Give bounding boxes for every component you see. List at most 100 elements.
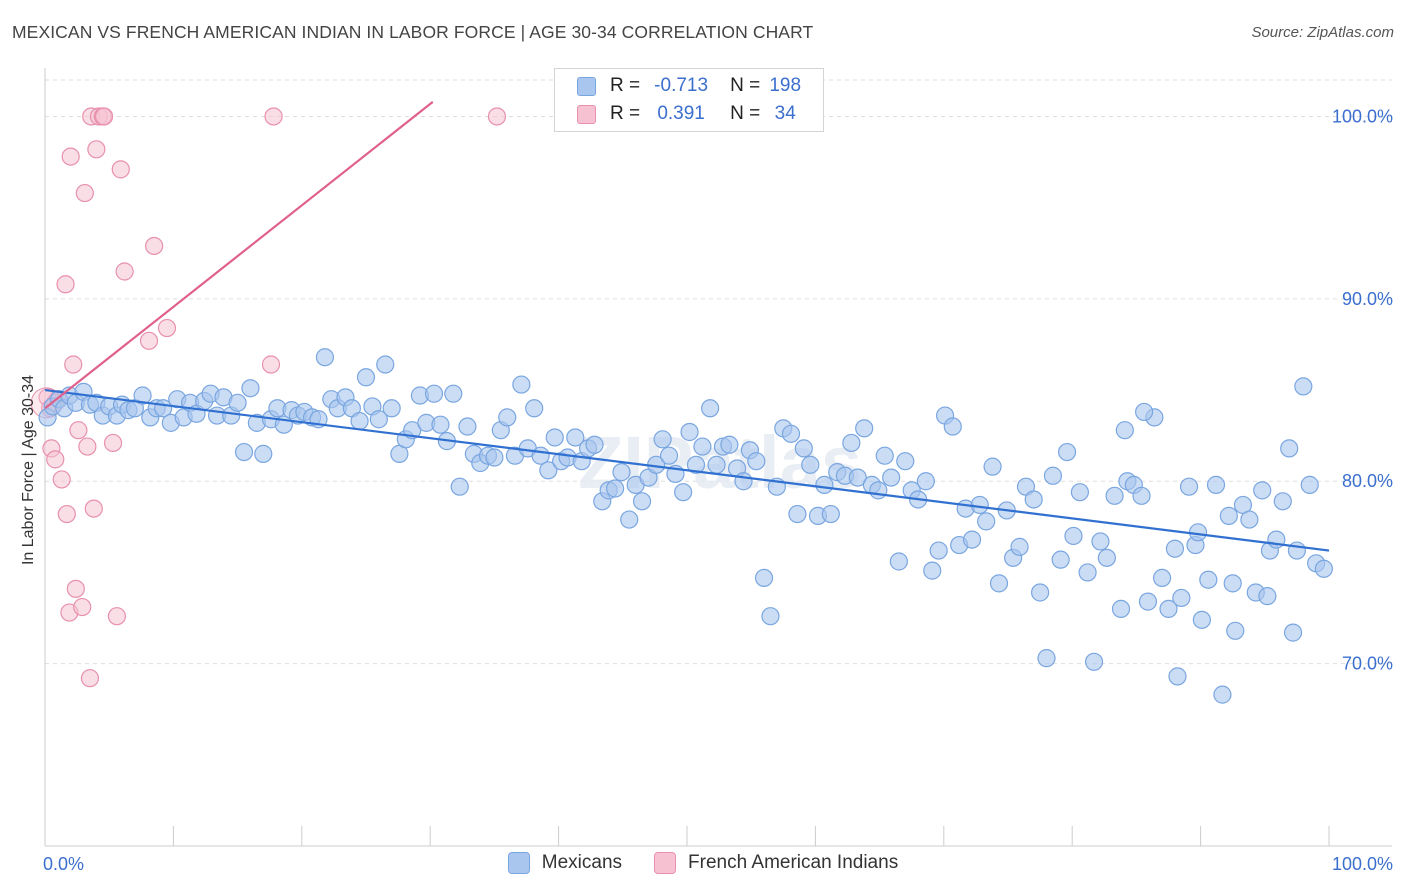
gridlines bbox=[45, 79, 1392, 665]
mexican-point bbox=[1219, 506, 1238, 525]
mexican-point bbox=[855, 419, 874, 438]
legend-n-value: 34 bbox=[774, 103, 796, 124]
mexican-point bbox=[788, 504, 807, 524]
mexican-point bbox=[450, 477, 469, 496]
mexican-point bbox=[458, 417, 477, 436]
mexican-point bbox=[943, 417, 962, 436]
french-point bbox=[75, 183, 94, 203]
x-tick-labels: 0.0% 100.0% bbox=[43, 854, 1393, 874]
mexican-point bbox=[444, 384, 463, 403]
chart-title: MEXICAN VS FRENCH AMERICAN INDIAN IN LAB… bbox=[12, 22, 814, 42]
french-point bbox=[66, 579, 85, 598]
mexican-point bbox=[1213, 685, 1232, 704]
french-point bbox=[139, 331, 159, 350]
mexican-point bbox=[431, 415, 450, 434]
mexican-point bbox=[720, 435, 739, 454]
x-tick-label: 0.0% bbox=[43, 854, 84, 874]
french-point bbox=[69, 421, 88, 440]
legend-r-label: R = bbox=[610, 103, 641, 124]
mexican-point bbox=[929, 541, 948, 560]
mexican-point bbox=[896, 452, 915, 471]
trend-lines bbox=[44, 101, 1330, 552]
y-tick-label: 100.0% bbox=[1332, 106, 1393, 126]
french-point bbox=[145, 236, 164, 256]
french-point bbox=[46, 450, 65, 469]
mexican-point bbox=[815, 475, 834, 494]
mexican-point bbox=[707, 455, 726, 474]
legend-mexicans-label: Mexicans bbox=[541, 852, 623, 873]
mexican-point bbox=[1105, 486, 1124, 505]
mexican-point bbox=[680, 422, 699, 442]
stats-legend: R = -0.713 N = 198 R = 0.391 N = 34 bbox=[554, 68, 824, 132]
mexican-point bbox=[889, 552, 908, 571]
french-point bbox=[56, 275, 75, 294]
mexican-point bbox=[1051, 550, 1070, 569]
mexican-point bbox=[801, 455, 820, 474]
series-legend: Mexicans French American Indians bbox=[0, 852, 1406, 874]
mexican-point bbox=[1064, 526, 1083, 546]
french-point bbox=[94, 107, 114, 126]
french-swatch bbox=[577, 104, 596, 124]
mexican-point bbox=[315, 348, 335, 367]
mexican-point bbox=[133, 386, 152, 405]
mexican-point bbox=[842, 433, 861, 453]
mexican-point bbox=[1138, 592, 1158, 611]
mexican-point bbox=[1283, 623, 1303, 642]
legend-r-value: 0.391 bbox=[657, 103, 705, 124]
mexican-point bbox=[848, 468, 867, 487]
mexican-point bbox=[1165, 539, 1185, 558]
mexican-point bbox=[424, 384, 444, 403]
mexican-point bbox=[1192, 610, 1211, 629]
mexican-point bbox=[1010, 537, 1029, 556]
mexican-point bbox=[821, 504, 840, 524]
french-legend-swatch bbox=[654, 852, 677, 874]
french-point bbox=[64, 355, 83, 374]
french-point bbox=[261, 355, 281, 374]
mexican-point bbox=[545, 428, 564, 447]
mexican-point bbox=[356, 368, 376, 387]
mexican-point bbox=[1091, 532, 1110, 551]
mexican-point bbox=[1206, 475, 1226, 494]
mexican-point bbox=[539, 461, 558, 480]
mexican-point bbox=[241, 379, 260, 398]
mexican-point bbox=[674, 483, 693, 502]
french-point bbox=[78, 437, 97, 456]
source-credit: Source: ZipAtlas.com bbox=[1251, 24, 1394, 41]
mexican-point bbox=[1300, 475, 1319, 494]
mexican-point bbox=[916, 472, 935, 491]
y-tick-label: 90.0% bbox=[1342, 289, 1393, 309]
mexican-point bbox=[566, 428, 585, 447]
mexican-point bbox=[1159, 599, 1178, 619]
mexican-point bbox=[382, 399, 401, 418]
mexican-point bbox=[754, 568, 774, 588]
mexican-point bbox=[376, 355, 395, 374]
mexican-point bbox=[228, 393, 247, 412]
mexican-point bbox=[585, 435, 604, 454]
mexican-point bbox=[794, 439, 813, 458]
mexican-point bbox=[882, 468, 901, 487]
mexicans-trend-line bbox=[44, 388, 1330, 552]
legend-n-value: 198 bbox=[769, 75, 802, 96]
mexican-point bbox=[1314, 559, 1333, 578]
legend-r-value: -0.713 bbox=[654, 75, 709, 96]
mexicans-swatch bbox=[577, 76, 596, 96]
mexican-point bbox=[1258, 587, 1277, 606]
french-point bbox=[52, 470, 71, 489]
mexican-point bbox=[1179, 477, 1199, 496]
french-point bbox=[111, 160, 130, 179]
mexican-point bbox=[620, 510, 639, 529]
french-point bbox=[264, 107, 283, 126]
mexican-point bbox=[1070, 483, 1090, 502]
mexican-point bbox=[989, 574, 1009, 593]
mexican-point bbox=[1223, 574, 1242, 593]
mexican-point bbox=[875, 446, 894, 465]
legend-r-label: R = bbox=[610, 75, 641, 96]
y-tick-label: 70.0% bbox=[1342, 654, 1393, 674]
mexican-point bbox=[1057, 442, 1077, 462]
mexican-point bbox=[1152, 568, 1172, 588]
mexican-point bbox=[1024, 490, 1043, 509]
french-point bbox=[115, 262, 134, 281]
mexican-point bbox=[350, 411, 369, 431]
mexican-point bbox=[1273, 492, 1292, 511]
